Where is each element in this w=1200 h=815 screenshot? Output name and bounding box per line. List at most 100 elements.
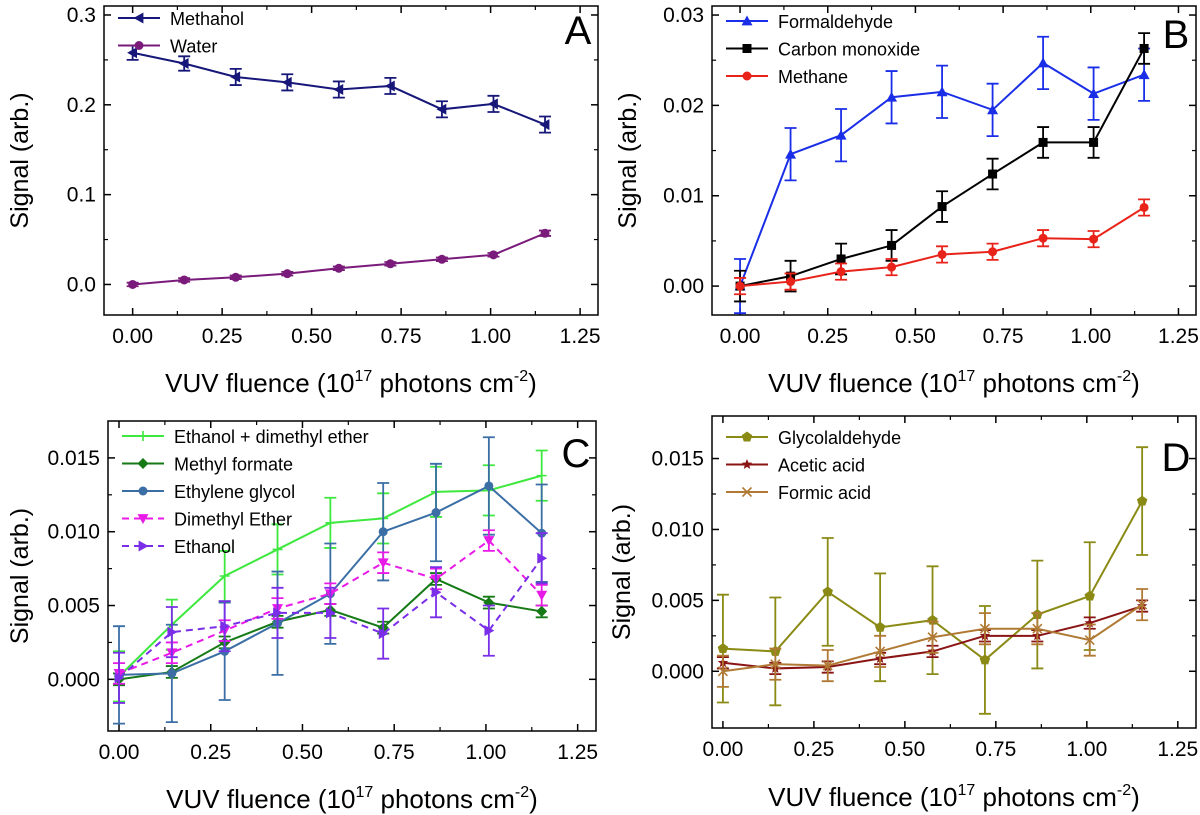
legend-marker bbox=[741, 431, 753, 442]
legend-label: Water bbox=[170, 37, 217, 57]
x-tick-label: 0.25 bbox=[202, 325, 243, 348]
x-tick-label: 0.75 bbox=[381, 325, 422, 348]
data-point bbox=[484, 625, 495, 637]
x-tick-label: 0.50 bbox=[884, 738, 925, 761]
legend-entry: Water bbox=[118, 37, 217, 57]
legend-marker bbox=[741, 486, 753, 498]
data-point bbox=[887, 262, 897, 272]
y-tick-label: 0.3 bbox=[67, 4, 96, 27]
data-point bbox=[334, 263, 344, 273]
y-tick-label: 0.005 bbox=[47, 595, 100, 618]
data-point bbox=[539, 119, 550, 131]
data-point bbox=[735, 281, 745, 291]
y-axis-title: Signal (arb.) bbox=[608, 504, 636, 640]
y-axis-title: Signal (arb.) bbox=[614, 92, 642, 228]
legend-label: Acetic acid bbox=[778, 456, 865, 476]
legend-marker bbox=[138, 540, 149, 552]
data-point bbox=[378, 527, 388, 537]
y-tick-label: 0.010 bbox=[47, 521, 100, 544]
legend-entry: Ethanol + dimethyl ether bbox=[122, 427, 369, 447]
y-tick-label: 0.000 bbox=[651, 660, 704, 683]
data-point bbox=[875, 646, 886, 657]
y-tick-label: 0.00 bbox=[663, 275, 704, 298]
legend-entry: Ethanol bbox=[122, 537, 235, 557]
data-point bbox=[178, 57, 189, 69]
y-axis-title: Signal (arb.) bbox=[6, 92, 34, 228]
x-tick-label: 0.50 bbox=[291, 325, 332, 348]
data-point bbox=[437, 254, 447, 264]
legend-label: Ethanol + dimethyl ether bbox=[174, 427, 369, 447]
y-tick-label: 0.000 bbox=[47, 668, 100, 691]
x-tick-label: 1.00 bbox=[465, 741, 506, 764]
legend-entry: Methanol bbox=[118, 9, 244, 29]
data-point bbox=[378, 628, 389, 640]
data-point bbox=[979, 623, 990, 634]
data-point bbox=[988, 247, 998, 257]
legend-entry: Methyl formate bbox=[122, 455, 293, 475]
series-line bbox=[118, 539, 543, 675]
legend-label: Carbon monoxide bbox=[778, 40, 920, 60]
series-water bbox=[126, 228, 552, 289]
y-axis-title: Signal (arb.) bbox=[6, 508, 34, 644]
legend-entry: Acetic acid bbox=[726, 456, 865, 476]
data-point bbox=[1038, 233, 1048, 243]
data-point bbox=[836, 267, 846, 277]
data-point bbox=[874, 621, 886, 632]
data-point bbox=[886, 91, 898, 102]
y-tick-label: 0.2 bbox=[67, 94, 96, 117]
data-point bbox=[937, 249, 947, 259]
legend-marker bbox=[138, 431, 148, 441]
x-axis-title: VUV fluence (1017 photons cm-2) bbox=[165, 368, 537, 398]
legend-marker bbox=[134, 41, 144, 50]
legend-entry: Formaldehyde bbox=[726, 12, 893, 32]
x-tick-label: 0.50 bbox=[282, 741, 323, 764]
data-point bbox=[273, 607, 284, 619]
x-tick-label: 0.25 bbox=[190, 741, 231, 764]
legend-label: Dimethyl Ether bbox=[174, 510, 292, 530]
x-tick-label: 0.00 bbox=[720, 325, 761, 348]
legend-marker bbox=[137, 458, 149, 469]
data-point bbox=[1138, 69, 1150, 80]
data-point bbox=[1088, 88, 1100, 99]
data-point bbox=[377, 558, 389, 569]
data-point bbox=[487, 98, 498, 110]
data-point bbox=[1032, 623, 1043, 634]
legend-entry: Ethylene glycol bbox=[122, 482, 295, 502]
legend-marker bbox=[741, 459, 753, 469]
series-methanol bbox=[126, 44, 552, 134]
x-tick-label: 0.75 bbox=[374, 741, 415, 764]
data-point bbox=[219, 571, 230, 581]
data-point bbox=[282, 269, 292, 279]
panel-letter: D bbox=[1162, 436, 1191, 480]
y-tick-label: 0.01 bbox=[663, 185, 704, 208]
data-point bbox=[536, 605, 548, 617]
y-tick-label: 0.03 bbox=[663, 4, 704, 27]
panel-d: 0.00 0.25 0.50 0.75 1.00 1.25 0.000 0.005 0.010 0… bbox=[608, 415, 1198, 812]
data-point bbox=[540, 228, 550, 238]
data-point bbox=[936, 86, 948, 97]
data-point bbox=[1139, 43, 1149, 53]
legend-entry: Dimethyl Ether bbox=[122, 510, 292, 530]
series-ethylene-glycol bbox=[113, 436, 548, 725]
legend-entry: Glycolaldehyde bbox=[726, 428, 901, 448]
data-point bbox=[835, 129, 847, 140]
data-point bbox=[325, 517, 336, 528]
legend-entry: Carbon monoxide bbox=[726, 40, 920, 60]
data-point bbox=[231, 272, 241, 282]
data-point bbox=[537, 552, 548, 564]
legend-entry: Formic acid bbox=[726, 483, 871, 503]
plot-frame bbox=[711, 5, 1197, 316]
data-point bbox=[281, 76, 292, 88]
data-point bbox=[979, 654, 991, 665]
legend-marker bbox=[742, 71, 752, 81]
data-point bbox=[770, 659, 781, 670]
x-tick-label: 1.25 bbox=[1157, 738, 1198, 761]
legend-marker bbox=[138, 486, 148, 496]
legend-marker bbox=[742, 44, 752, 53]
series-formic-acid bbox=[716, 588, 1149, 688]
legend-marker bbox=[741, 15, 753, 26]
data-point bbox=[431, 586, 442, 598]
data-point bbox=[1139, 202, 1149, 212]
x-tick-label: 0.75 bbox=[975, 738, 1016, 761]
x-tick-label: 0.00 bbox=[702, 738, 743, 761]
